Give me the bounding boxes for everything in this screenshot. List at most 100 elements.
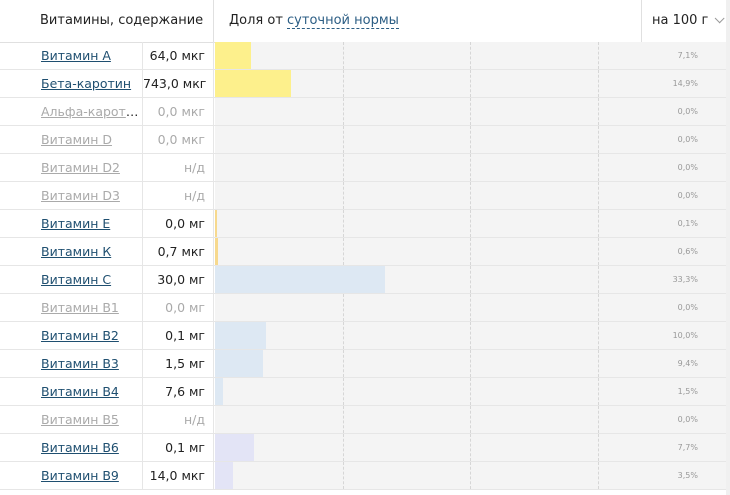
daily-share-bar [215,434,255,461]
vitamin-name-cell: Витамин D [0,126,142,153]
vitamin-name-link[interactable]: Бета-каротин [41,76,132,91]
daily-share-percent: 0,0% [677,303,698,312]
daily-share-bar [215,350,264,377]
vitamin-value: 0,0 мкг [142,98,214,125]
vitamin-name-link[interactable]: Витамин В3 [41,356,119,371]
daily-share-bar-cell: 3,5% [215,462,726,489]
vitamin-name-link[interactable]: Витамин С [41,272,112,287]
table-row: Бета-каротин 743,0 мкг 14,9% [0,70,726,98]
daily-share-bar [215,378,223,405]
vitamin-name-link[interactable]: Альфа-каротин [41,104,142,119]
vitamin-name-link[interactable]: Витамин В9 [41,468,119,483]
vitamin-value: 0,1 мг [142,322,214,349]
vitamin-value: 0,0 мг [142,210,214,237]
daily-share-bar [215,42,252,69]
gridline [343,182,344,209]
vitamin-name-cell: Витамин D2 [0,154,142,181]
table-row: Витамин В4 7,6 мг 1,5% [0,378,726,406]
vitamin-value: 7,6 мг [142,378,214,405]
table-row: Витамин D2 н/д 0,0% [0,154,726,182]
gridline [343,70,344,97]
gridline [470,434,471,461]
vitamin-name-link[interactable]: Витамин D [41,132,112,147]
vitamin-value: 0,7 мкг [142,238,214,265]
vitamin-name-cell: Витамин В6 [0,434,142,461]
vitamin-name-link[interactable]: Витамин D3 [41,188,120,203]
gridline [470,182,471,209]
daily-share-percent: 9,4% [677,359,698,368]
vitamin-name-link[interactable]: Витамин В1 [41,300,119,315]
per-100g-dropdown[interactable]: на 100 г [641,0,726,42]
vitamin-value: 0,0 мкг [142,126,214,153]
daily-share-percent: 10,0% [672,331,698,340]
gridline [343,350,344,377]
gridline [598,42,599,69]
daily-share-bar [215,462,233,489]
vitamin-name-link[interactable]: Витамин В2 [41,328,119,343]
gridline [598,126,599,153]
table-row: Витамин К 0,7 мкг 0,6% [0,238,726,266]
vitamin-name-link[interactable]: Витамин К [41,244,112,259]
gridline [598,70,599,97]
daily-share-bar-cell: 7,7% [215,434,726,461]
daily-share-bar-cell: 0,0% [215,182,726,209]
daily-share-percent: 0,0% [677,135,698,144]
gridline [470,238,471,265]
header-daily-share: Доля от суточной нормы [215,0,641,42]
vitamin-value: 0,0 мг [142,294,214,321]
vitamin-value: 743,0 мкг [142,70,214,97]
vitamin-name-cell: Витамин D3 [0,182,142,209]
table-row: Витамин В2 0,1 мг 10,0% [0,322,726,350]
daily-share-bar-cell: 10,0% [215,322,726,349]
daily-share-bar-cell: 9,4% [215,350,726,377]
vitamin-rows: Витамин А 64,0 мкг 7,1% Бета-каротин 743,0 м… [0,42,726,490]
vitamin-value: н/д [142,182,214,209]
vitamin-name-link[interactable]: Витамин В4 [41,384,119,399]
gridline [598,154,599,181]
vitamin-name-link[interactable]: Витамин В6 [41,440,119,455]
gridline [470,378,471,405]
daily-share-percent: 3,5% [677,471,698,480]
gridline [598,462,599,489]
scrollbar[interactable] [726,0,730,495]
daily-share-bar-cell: 7,1% [215,42,726,69]
vitamin-value: 0,1 мг [142,434,214,461]
gridline [598,182,599,209]
gridline [470,210,471,237]
gridline [343,322,344,349]
table-row: Витамин В6 0,1 мг 7,7% [0,434,726,462]
daily-share-percent: 33,3% [672,275,698,284]
gridline [470,42,471,69]
gridline [598,266,599,293]
vitamin-value: 14,0 мкг [142,462,214,489]
daily-share-percent: 0,0% [677,191,698,200]
daily-share-bar [215,266,386,293]
vitamin-name-link[interactable]: Витамин В5 [41,412,119,427]
daily-share-bar [215,70,292,97]
daily-share-percent: 7,1% [677,51,698,60]
gridline [470,350,471,377]
daily-norm-link[interactable]: суточной нормы [287,13,399,29]
daily-share-percent: 0,1% [677,219,698,228]
gridline [598,210,599,237]
vitamin-name-cell: Витамин В1 [0,294,142,321]
daily-share-bar [215,210,217,237]
vitamin-name-cell: Витамин В2 [0,322,142,349]
vitamin-name-link[interactable]: Витамин А [41,48,111,63]
gridline [598,406,599,433]
table-row: Витамин С 30,0 мг 33,3% [0,266,726,294]
vitamin-name-link[interactable]: Витамин Е [41,216,111,231]
vitamin-name-cell: Витамин В9 [0,462,142,489]
daily-share-percent: 0,0% [677,107,698,116]
gridline [343,434,344,461]
gridline [470,406,471,433]
table-header: Витамины, содержание Доля от суточной но… [0,0,726,43]
daily-share-bar-cell: 0,6% [215,238,726,265]
vitamin-value: 1,5 мг [142,350,214,377]
gridline [470,266,471,293]
gridline [598,322,599,349]
daily-share-percent: 0,0% [677,415,698,424]
vitamin-name-link[interactable]: Витамин D2 [41,160,120,175]
vitamin-name-cell: Витамин В4 [0,378,142,405]
